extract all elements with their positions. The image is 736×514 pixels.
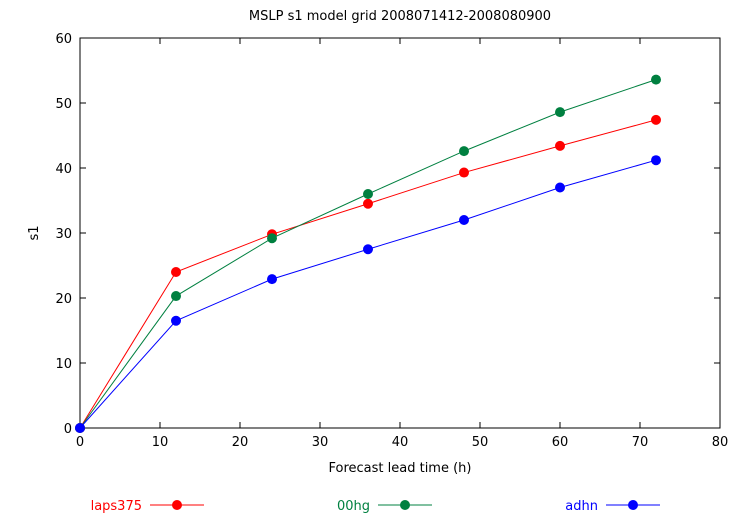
x-tick-label: 40 <box>392 435 409 450</box>
legend-entry-00hg: 00hg <box>337 499 432 514</box>
series-adhn <box>75 155 661 433</box>
y-tick-label: 0 <box>64 422 72 437</box>
x-tick-label: 10 <box>152 435 169 450</box>
data-point-00hg <box>651 74 661 85</box>
x-axis: 0 10 20 30 40 50 60 70 80 <box>76 38 728 450</box>
plot-frame <box>79 37 721 429</box>
legend-label: laps375 <box>91 499 142 514</box>
y-tick-label: 60 <box>55 32 72 47</box>
legend: laps375 00hg adhn <box>91 499 660 514</box>
data-point-00hg <box>363 189 373 199</box>
data-point-adhn <box>171 315 181 326</box>
legend-marker <box>172 500 182 510</box>
data-point-adhn <box>267 274 277 285</box>
data-point-laps375 <box>363 198 373 209</box>
data-point-laps375 <box>555 140 565 151</box>
y-tick-label: 10 <box>55 357 72 372</box>
x-tick-label: 60 <box>552 435 569 450</box>
data-point-adhn <box>363 244 373 255</box>
y-tick-label: 30 <box>55 227 72 242</box>
data-point-laps375 <box>651 114 661 125</box>
y-tick-label: 40 <box>55 162 72 177</box>
x-axis-label: Forecast lead time (h) <box>329 461 472 476</box>
y-tick-label: 50 <box>55 97 72 112</box>
data-point-laps375 <box>459 167 469 178</box>
x-tick-label: 30 <box>312 435 329 450</box>
data-point-00hg <box>459 146 469 157</box>
x-tick-label: 0 <box>76 435 84 450</box>
chart-title: MSLP s1 model grid 2008071412-2008080900 <box>249 9 551 24</box>
data-point-adhn <box>555 182 565 193</box>
data-point-adhn <box>75 423 85 433</box>
x-tick-label: 70 <box>632 435 649 450</box>
x-tick-label: 50 <box>472 435 489 450</box>
legend-marker <box>400 500 410 510</box>
legend-label: 00hg <box>337 499 370 514</box>
data-point-adhn <box>651 155 661 166</box>
data-point-00hg <box>171 291 181 302</box>
y-axis: 0 10 20 30 40 50 60 <box>55 32 720 437</box>
series-layer <box>75 74 661 433</box>
x-tick-label: 80 <box>712 435 729 450</box>
series-line-laps375 <box>79 119 657 429</box>
series-laps375 <box>75 114 661 433</box>
data-point-adhn <box>459 215 469 225</box>
data-point-00hg <box>267 233 277 244</box>
y-tick-label: 20 <box>55 292 72 307</box>
legend-entry-adhn: adhn <box>565 499 660 514</box>
x-tick-label: 20 <box>232 435 249 450</box>
legend-entry-laps375: laps375 <box>91 499 204 514</box>
data-point-laps375 <box>171 267 181 277</box>
data-point-00hg <box>555 107 565 118</box>
legend-label: adhn <box>565 499 598 514</box>
legend-marker <box>628 500 638 510</box>
y-axis-label: s1 <box>27 225 42 240</box>
